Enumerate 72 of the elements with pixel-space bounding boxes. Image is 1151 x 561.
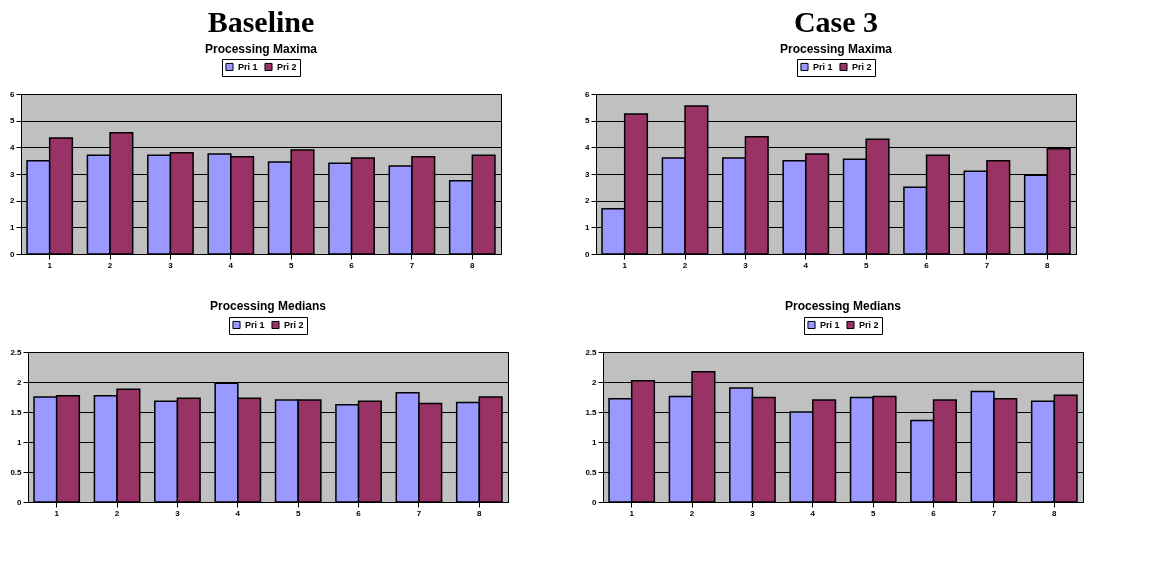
- y-tick-label: 1.5: [10, 407, 23, 417]
- x-tick-label: 8: [477, 508, 483, 518]
- legend-label: Pri 1: [245, 319, 265, 330]
- x-tick-label: 5: [288, 260, 294, 270]
- x-tick-label: 3: [743, 260, 749, 270]
- x-tick-label: 4: [228, 260, 234, 270]
- x-tick-label: 5: [870, 508, 876, 518]
- x-tick-label: 1: [54, 508, 60, 518]
- y-tick-label: 1: [592, 437, 598, 447]
- x-tick-label: 4: [803, 260, 809, 270]
- y-tick-label: 5: [10, 116, 16, 126]
- x-tick-label: 1: [629, 508, 635, 518]
- y-tick-label: 4: [585, 142, 591, 152]
- x-tick-label: 7: [409, 260, 415, 270]
- y-tick-label: 2: [592, 377, 598, 387]
- y-tick-label: 0: [10, 249, 16, 259]
- chart-title: Case 3: [793, 4, 879, 38]
- y-tick-label: 5: [585, 116, 591, 126]
- x-tick-label: 3: [750, 508, 756, 518]
- x-tick-label: 2: [689, 508, 695, 518]
- x-tick-label: 6: [931, 508, 937, 518]
- y-tick-label: 4: [10, 142, 16, 152]
- y-tick-label: 2: [10, 196, 16, 206]
- x-tick-label: 6: [349, 260, 355, 270]
- y-tick-label: 3: [585, 169, 591, 179]
- chart-title: Processing Medians: [209, 298, 327, 313]
- y-tick-label: 2: [585, 196, 591, 206]
- legend-label: Pri 1: [820, 319, 840, 330]
- y-tick-label: 0: [17, 497, 23, 507]
- x-tick-label: 2: [682, 260, 688, 270]
- x-tick-label: 4: [235, 508, 241, 518]
- x-tick-label: 8: [470, 260, 476, 270]
- legend-label: Pri 2: [284, 319, 304, 330]
- x-tick-label: 7: [984, 260, 990, 270]
- x-tick-label: 6: [356, 508, 362, 518]
- x-tick-label: 1: [47, 260, 53, 270]
- chart-subtitle: Processing Maxima: [779, 41, 893, 56]
- y-tick-label: 0.5: [585, 467, 598, 477]
- chart-title: Processing Medians: [784, 298, 902, 313]
- chart-subtitle: Processing Maxima: [204, 41, 318, 56]
- legend-label: Pri 2: [277, 61, 297, 72]
- x-tick-label: 7: [416, 508, 422, 518]
- x-tick-label: 2: [114, 508, 120, 518]
- y-tick-label: 1.5: [585, 407, 598, 417]
- x-tick-label: 4: [810, 508, 816, 518]
- y-tick-label: 6: [585, 89, 591, 99]
- y-tick-label: 1: [10, 222, 16, 232]
- legend-label: Pri 2: [852, 61, 872, 72]
- x-tick-label: 2: [107, 260, 113, 270]
- x-tick-label: 5: [295, 508, 301, 518]
- chart-title: Baseline: [207, 4, 315, 38]
- legend-label: Pri 1: [238, 61, 258, 72]
- x-tick-label: 8: [1045, 260, 1051, 270]
- y-tick-label: 1: [585, 222, 591, 232]
- x-tick-label: 3: [175, 508, 181, 518]
- x-tick-label: 5: [863, 260, 869, 270]
- y-tick-label: 1: [17, 437, 23, 447]
- y-tick-label: 0.5: [10, 467, 23, 477]
- y-tick-label: 6: [10, 89, 16, 99]
- x-tick-label: 1: [622, 260, 628, 270]
- y-tick-label: 3: [10, 169, 16, 179]
- x-tick-label: 3: [168, 260, 174, 270]
- x-tick-label: 7: [991, 508, 997, 518]
- y-tick-label: 0: [585, 249, 591, 259]
- y-tick-label: 2: [17, 377, 23, 387]
- legend-label: Pri 1: [813, 61, 833, 72]
- y-tick-label: 2.5: [585, 347, 598, 357]
- legend-label: Pri 2: [859, 319, 879, 330]
- y-tick-label: 0: [592, 497, 598, 507]
- y-tick-label: 2.5: [10, 347, 23, 357]
- x-tick-label: 6: [924, 260, 930, 270]
- x-tick-label: 8: [1052, 508, 1058, 518]
